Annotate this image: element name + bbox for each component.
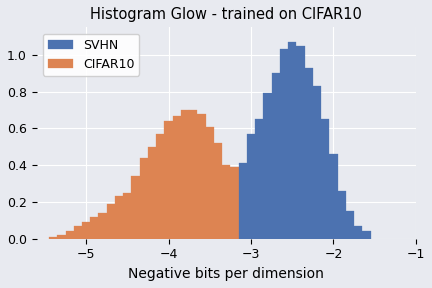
- Bar: [264, 94, 272, 239]
- Bar: [288, 42, 296, 239]
- Bar: [313, 86, 321, 239]
- Bar: [305, 222, 313, 239]
- Bar: [197, 114, 206, 239]
- Bar: [66, 232, 74, 239]
- Bar: [123, 193, 131, 239]
- Bar: [255, 193, 264, 239]
- Bar: [238, 163, 247, 239]
- Bar: [272, 206, 280, 239]
- Bar: [255, 119, 264, 239]
- Bar: [148, 147, 156, 239]
- Bar: [280, 211, 288, 239]
- Bar: [49, 237, 57, 239]
- Bar: [206, 127, 214, 239]
- Bar: [230, 167, 238, 239]
- Bar: [346, 211, 354, 239]
- Bar: [140, 158, 148, 239]
- Bar: [107, 204, 115, 239]
- Bar: [296, 220, 305, 239]
- Bar: [296, 46, 305, 239]
- Title: Histogram Glow - trained on CIFAR10: Histogram Glow - trained on CIFAR10: [90, 7, 362, 22]
- Bar: [115, 196, 123, 239]
- Bar: [90, 217, 98, 239]
- Bar: [329, 235, 337, 239]
- Bar: [321, 119, 329, 239]
- Bar: [82, 222, 90, 239]
- Bar: [222, 165, 230, 239]
- Bar: [305, 68, 313, 239]
- Bar: [156, 134, 165, 239]
- Bar: [272, 73, 280, 239]
- Legend: SVHN, CIFAR10: SVHN, CIFAR10: [43, 33, 140, 76]
- Bar: [288, 219, 296, 239]
- Bar: [238, 178, 247, 239]
- Bar: [329, 154, 337, 239]
- Bar: [214, 143, 222, 239]
- X-axis label: Negative bits per dimension: Negative bits per dimension: [128, 267, 324, 281]
- Bar: [98, 213, 107, 239]
- Bar: [354, 226, 362, 239]
- Bar: [247, 189, 255, 239]
- Bar: [337, 237, 346, 239]
- Bar: [165, 121, 173, 239]
- Bar: [189, 110, 197, 239]
- Bar: [247, 134, 255, 239]
- Bar: [362, 232, 371, 239]
- Bar: [337, 191, 346, 239]
- Bar: [264, 202, 272, 239]
- Bar: [280, 49, 288, 239]
- Bar: [181, 110, 189, 239]
- Bar: [313, 230, 321, 239]
- Bar: [173, 115, 181, 239]
- Bar: [131, 176, 140, 239]
- Bar: [74, 226, 82, 239]
- Bar: [57, 235, 66, 239]
- Bar: [321, 232, 329, 239]
